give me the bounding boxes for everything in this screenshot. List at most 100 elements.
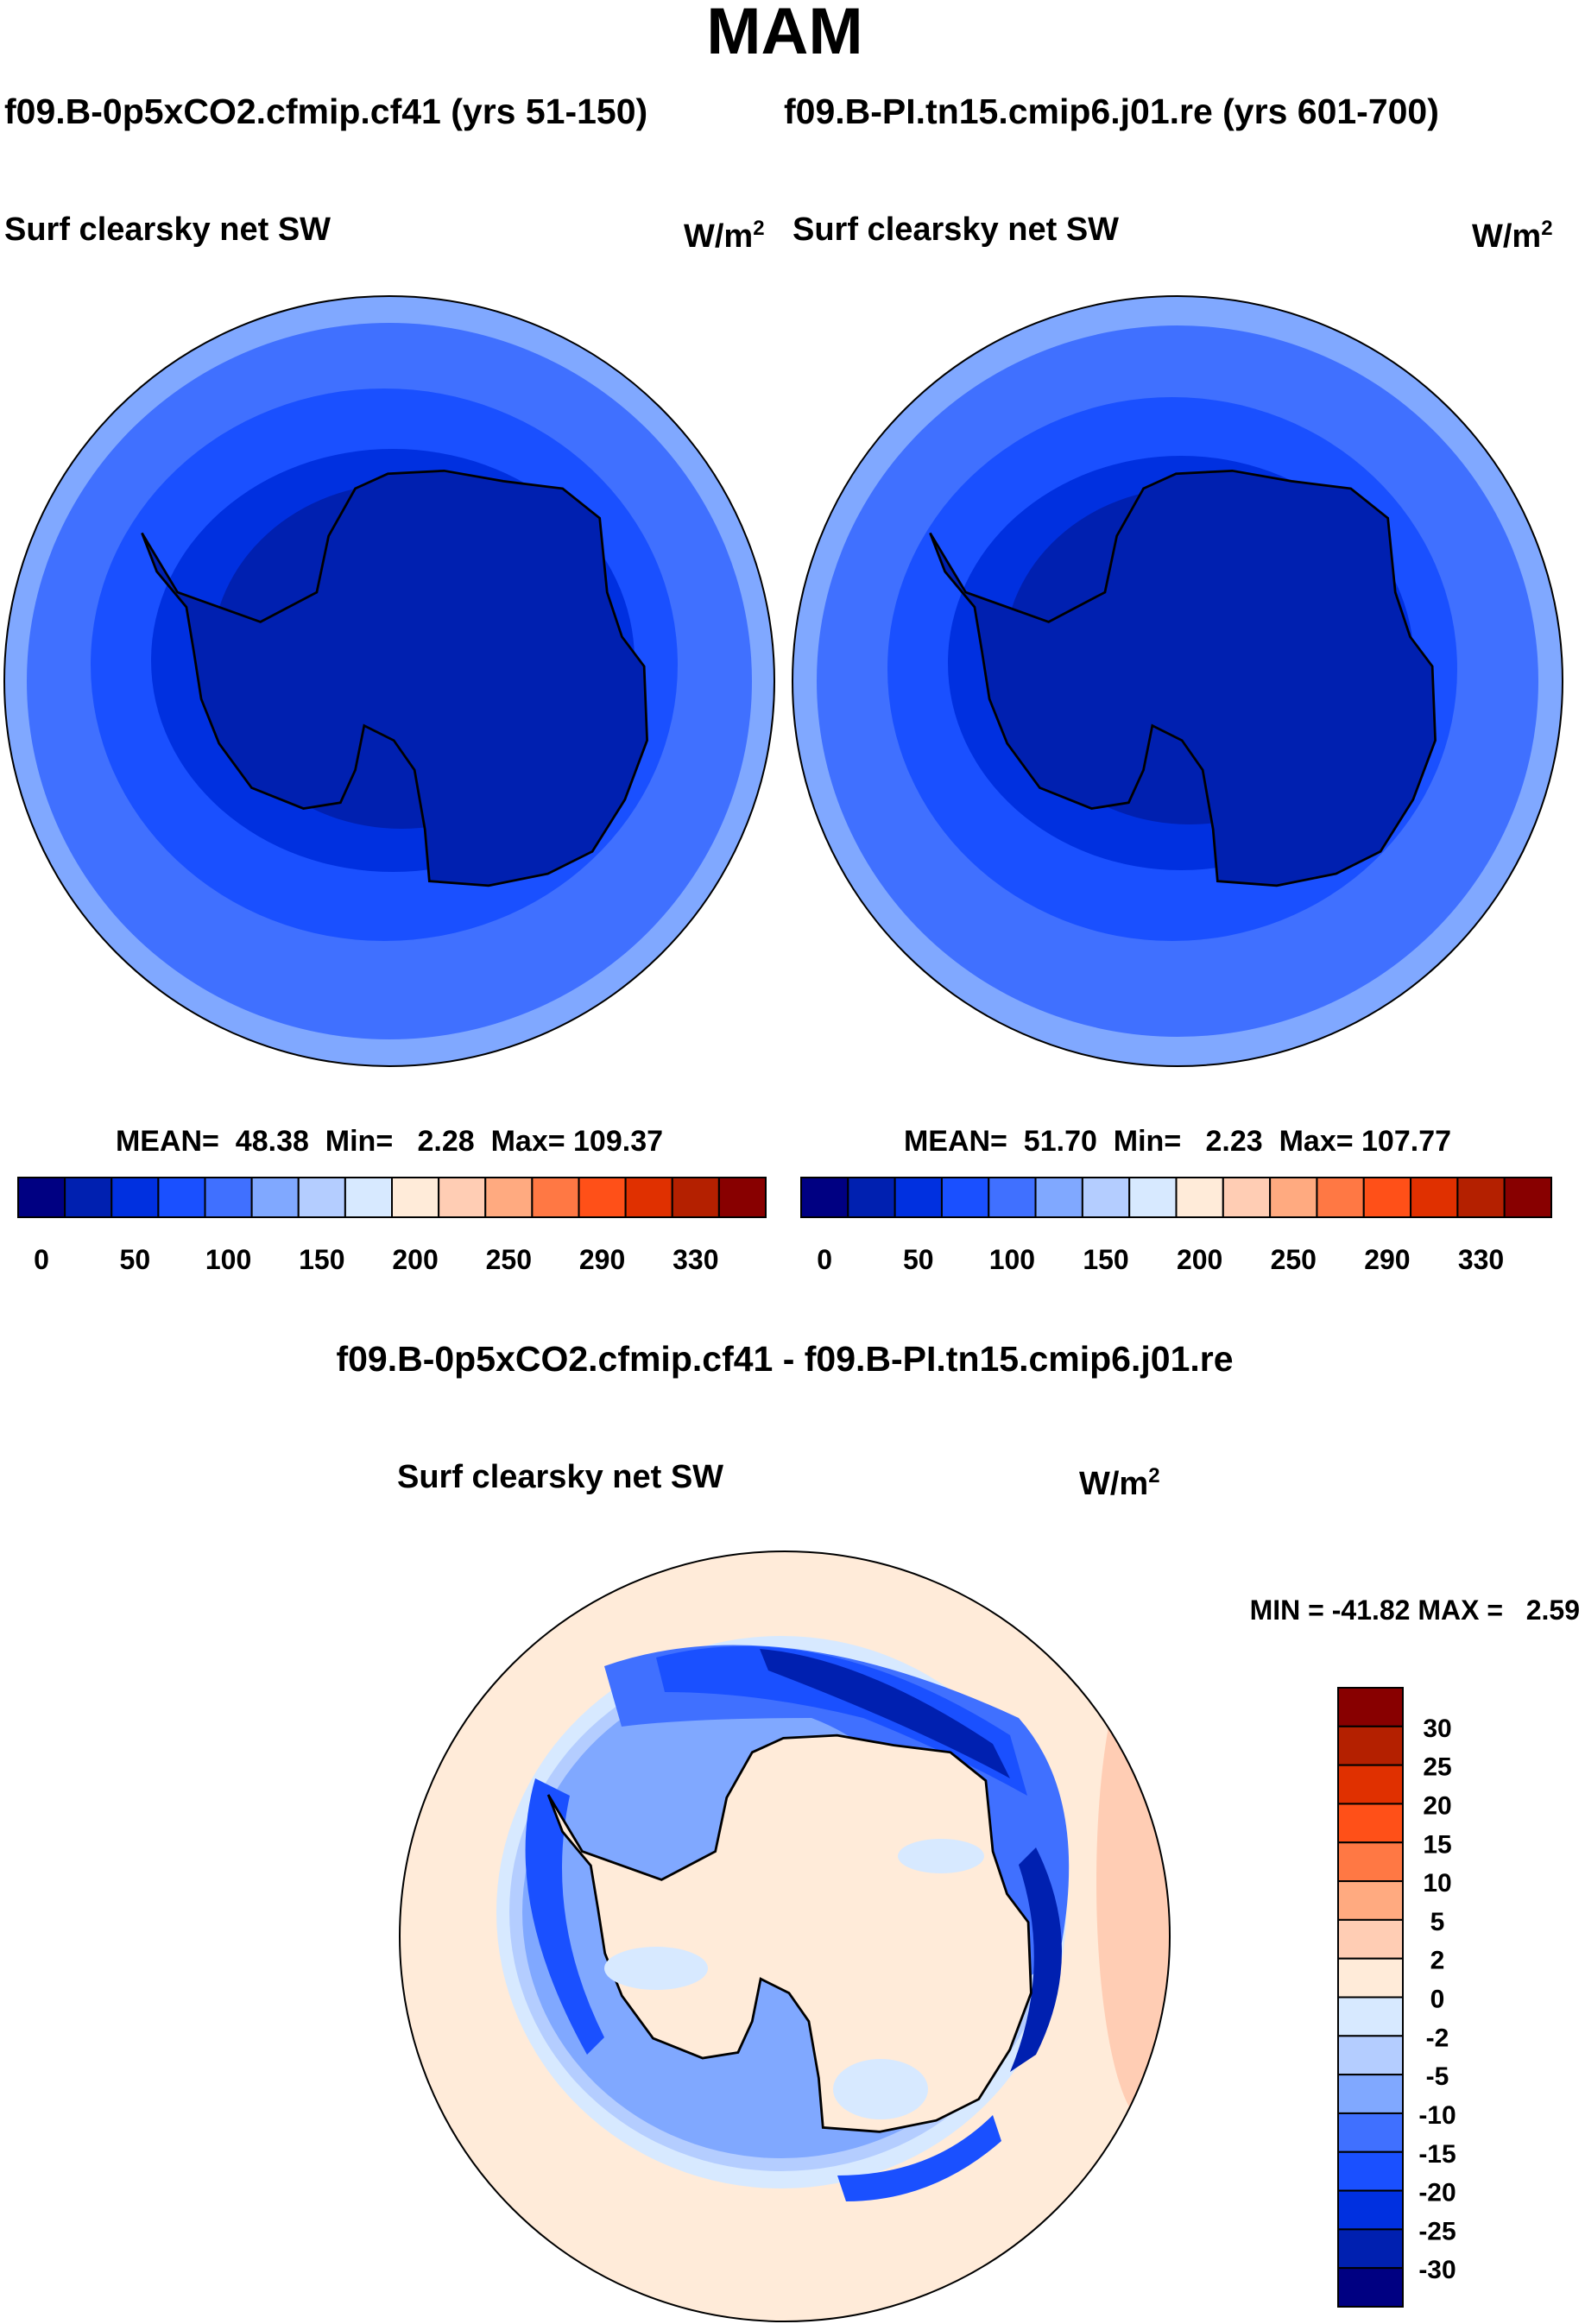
difference-colorbar-tick-label: -20 [1418, 2179, 1456, 2207]
difference-map [400, 1551, 1170, 2321]
left-units: W/m2 [684, 217, 765, 255]
left-colorbar-swatch [157, 1177, 206, 1218]
difference-colorbar-tick-label: -5 [1426, 2062, 1449, 2091]
right-colorbar-swatch [847, 1177, 896, 1218]
left-case-title: f09.B-0p5xCO2.cfmip.cf41 (yrs 51-150) [4, 92, 647, 131]
right-colorbar-swatch [1410, 1177, 1459, 1218]
right-colorbar-tick-label: 200 [1177, 1244, 1222, 1275]
right-colorbar-tick-label: 100 [989, 1244, 1035, 1275]
left-colorbar-swatch [717, 1177, 767, 1218]
difference-colorbar-tick-label: -10 [1418, 2101, 1456, 2130]
left-colorbar-swatch [250, 1177, 300, 1218]
left-colorbar-swatch [484, 1177, 534, 1218]
difference-colorbar-tick-label: 10 [1423, 1869, 1451, 1898]
left-colorbar-tick-label: 0 [34, 1244, 49, 1275]
difference-variable-title: Surf clearsky net SW [397, 1459, 723, 1495]
left-colorbar-tick-label: 330 [673, 1244, 718, 1275]
difference-colorbar-tick-label: 15 [1423, 1830, 1451, 1859]
right-colorbar-swatch [1362, 1177, 1412, 1218]
left-colorbar-tick-label: 50 [120, 1244, 151, 1275]
right-colorbar-tick-label: 330 [1458, 1244, 1504, 1275]
difference-colorbar-tick-label: 25 [1423, 1753, 1451, 1782]
left-colorbar-swatch [297, 1177, 346, 1218]
difference-colorbar-tick-label: 30 [1423, 1715, 1451, 1743]
difference-colorbar-tick-label: -25 [1418, 2217, 1456, 2245]
left-colorbar-tick-label: 200 [392, 1244, 438, 1275]
left-colorbar: 0 50 100 150 200 250 290 330 [17, 1177, 767, 1275]
right-colorbar-swatch [1269, 1177, 1318, 1218]
right-colorbar-swatch [1128, 1177, 1178, 1218]
right-colorbar-swatch [1034, 1177, 1083, 1218]
difference-colorbar-swatch [1337, 2189, 1404, 2231]
right-colorbar-swatch [1081, 1177, 1131, 1218]
difference-colorbar-swatch [1337, 2074, 1404, 2114]
right-map [792, 296, 1563, 1066]
difference-colorbar-swatch [1337, 2035, 1404, 2076]
right-colorbar-swatch [800, 1177, 849, 1218]
left-colorbar-tick-label: 150 [299, 1244, 344, 1275]
difference-colorbar-swatch [1337, 1841, 1404, 1883]
right-case-title: f09.B-PI.tn15.cmip6.j01.re (yrs 601-700) [784, 92, 1439, 131]
difference-colorbar-swatch [1337, 1687, 1404, 1727]
difference-colorbar-tick-label: -15 [1418, 2140, 1456, 2169]
left-colorbar-swatch [344, 1177, 393, 1218]
difference-colorbar-swatch [1337, 1764, 1404, 1805]
figure-title: MAM [706, 0, 863, 68]
right-map-border [792, 295, 1563, 1067]
left-colorbar-swatch [64, 1177, 113, 1218]
right-colorbar-swatch [940, 1177, 990, 1218]
left-colorbar-swatch [624, 1177, 673, 1218]
left-colorbar-swatch [391, 1177, 440, 1218]
difference-units: W/m2 [1079, 1464, 1160, 1502]
difference-colorbar-swatch [1337, 2150, 1404, 2192]
difference-colorbar-swatch [1337, 1880, 1404, 1921]
left-colorbar-tick-label: 290 [579, 1244, 625, 1275]
left-map-border [3, 295, 775, 1067]
right-colorbar: 0 50 100 150 200 250 290 330 [800, 1177, 1552, 1275]
difference-title: f09.B-0p5xCO2.cfmip.cf41 - f09.B-PI.tn15… [336, 1339, 1233, 1379]
difference-colorbar-tick-label: 5 [1430, 1908, 1445, 1936]
left-stats: MEAN= 48.38 Min= 2.28 Max= 109.37 [116, 1125, 663, 1158]
left-colorbar-tick-label: 250 [486, 1244, 532, 1275]
difference-colorbar-swatch [1337, 1803, 1404, 1844]
left-colorbar-swatch [17, 1177, 66, 1218]
left-colorbar-swatch [204, 1177, 253, 1218]
right-colorbar-tick-label: 150 [1083, 1244, 1128, 1275]
right-colorbar-tick-label: 50 [903, 1244, 934, 1275]
right-stats: MEAN= 51.70 Min= 2.23 Max= 107.77 [904, 1125, 1451, 1158]
right-colorbar-swatch [894, 1177, 943, 1218]
right-colorbar-tick-label: 0 [817, 1244, 832, 1275]
difference-colorbar-tick-label: -30 [1418, 2256, 1456, 2284]
left-variable-title: Surf clearsky net SW [4, 212, 331, 248]
difference-colorbar-swatch [1337, 1996, 1404, 2037]
difference-colorbar-swatch [1337, 1725, 1404, 1766]
difference-colorbar-tick-label: -2 [1426, 2024, 1449, 2052]
right-colorbar-swatch [1503, 1177, 1552, 1218]
difference-colorbar-swatch [1337, 1957, 1404, 1999]
difference-colorbar-swatch [1337, 2228, 1404, 2270]
left-colorbar-swatch [671, 1177, 720, 1218]
left-colorbar-swatch [578, 1177, 627, 1218]
right-colorbar-swatch [988, 1177, 1037, 1218]
difference-colorbar-swatch [1337, 2267, 1404, 2308]
right-variable-title: Surf clearsky net SW [792, 212, 1119, 248]
left-colorbar-swatch [531, 1177, 580, 1218]
difference-colorbar-swatch [1337, 2112, 1404, 2153]
right-colorbar-swatch [1316, 1177, 1365, 1218]
right-colorbar-swatch [1175, 1177, 1224, 1218]
right-colorbar-swatch [1222, 1177, 1272, 1218]
right-colorbar-tick-label: 250 [1271, 1244, 1317, 1275]
difference-colorbar-tick-label: 2 [1430, 1947, 1445, 1975]
difference-colorbar-tick-label: 20 [1423, 1791, 1451, 1820]
right-colorbar-tick-label: 290 [1364, 1244, 1410, 1275]
right-colorbar-swatch [1456, 1177, 1506, 1218]
left-colorbar-swatch [111, 1177, 160, 1218]
difference-stats: MIN = -41.82 MAX = 2.59 [1250, 1595, 1580, 1626]
left-colorbar-tick-label: 100 [205, 1244, 251, 1275]
left-colorbar-swatch [438, 1177, 487, 1218]
left-map [4, 296, 774, 1066]
difference-colorbar-swatch [1337, 1918, 1404, 1960]
right-units: W/m2 [1472, 217, 1553, 255]
